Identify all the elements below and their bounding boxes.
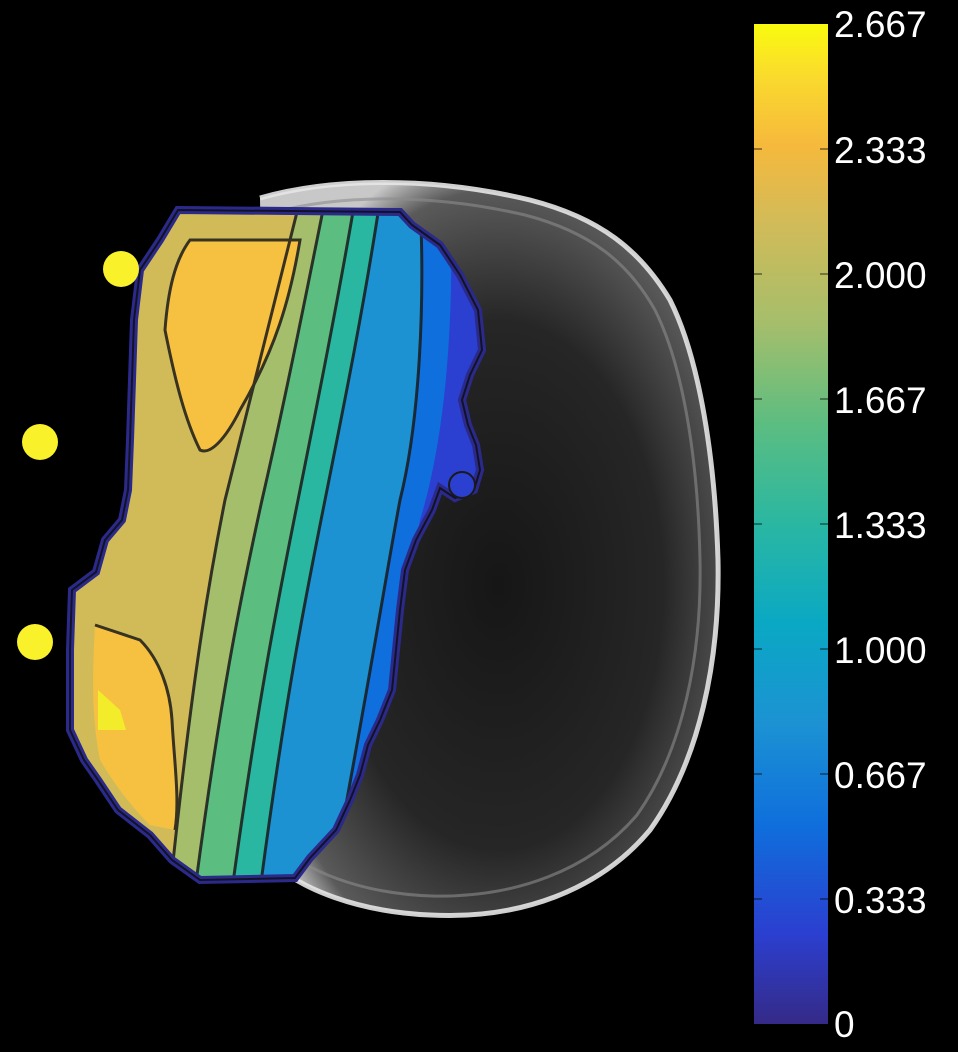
colorbar-tick-label: 1.333 xyxy=(834,505,927,546)
colorbar-tick-label: 0.667 xyxy=(834,755,927,796)
region-boundary-inner xyxy=(69,208,484,882)
notch-feature xyxy=(448,471,476,499)
upper-hotspot xyxy=(165,240,300,451)
marker-3 xyxy=(17,624,53,660)
colorbar xyxy=(754,24,828,1024)
marker-2 xyxy=(22,424,58,460)
anatomy-rim-inner xyxy=(274,197,702,898)
colorbar-tick-label: 2.333 xyxy=(834,130,927,171)
colorbar-tick-label: 0 xyxy=(834,1004,855,1045)
colorbar-tick-label: 1.667 xyxy=(834,380,927,421)
colorbar-ticks xyxy=(754,148,828,900)
anatomy-rim xyxy=(259,180,721,919)
marker-1 xyxy=(103,251,139,287)
lower-hotspot xyxy=(93,625,177,830)
peak-spot xyxy=(98,690,126,730)
colorbar-tick-label: 2.667 xyxy=(834,4,927,45)
colorbar-tick-label: 2.000 xyxy=(834,255,927,296)
colorbar-tick-label: 1.000 xyxy=(834,630,927,671)
colorbar-tick-label: 0.333 xyxy=(834,880,927,921)
